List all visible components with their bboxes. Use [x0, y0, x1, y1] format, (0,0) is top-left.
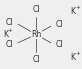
Text: Cl: Cl [56, 40, 63, 49]
Text: Cl: Cl [32, 55, 40, 64]
Text: +: + [8, 28, 13, 33]
Text: Cl: Cl [32, 5, 40, 14]
Text: Rh: Rh [31, 30, 41, 39]
Text: K: K [3, 30, 8, 39]
Text: K: K [71, 53, 76, 62]
Text: Cl: Cl [6, 40, 13, 49]
Text: +: + [75, 51, 80, 56]
Text: K: K [71, 7, 76, 16]
Text: Cl: Cl [56, 20, 63, 29]
Text: +: + [75, 5, 80, 10]
Text: Cl: Cl [6, 18, 13, 27]
